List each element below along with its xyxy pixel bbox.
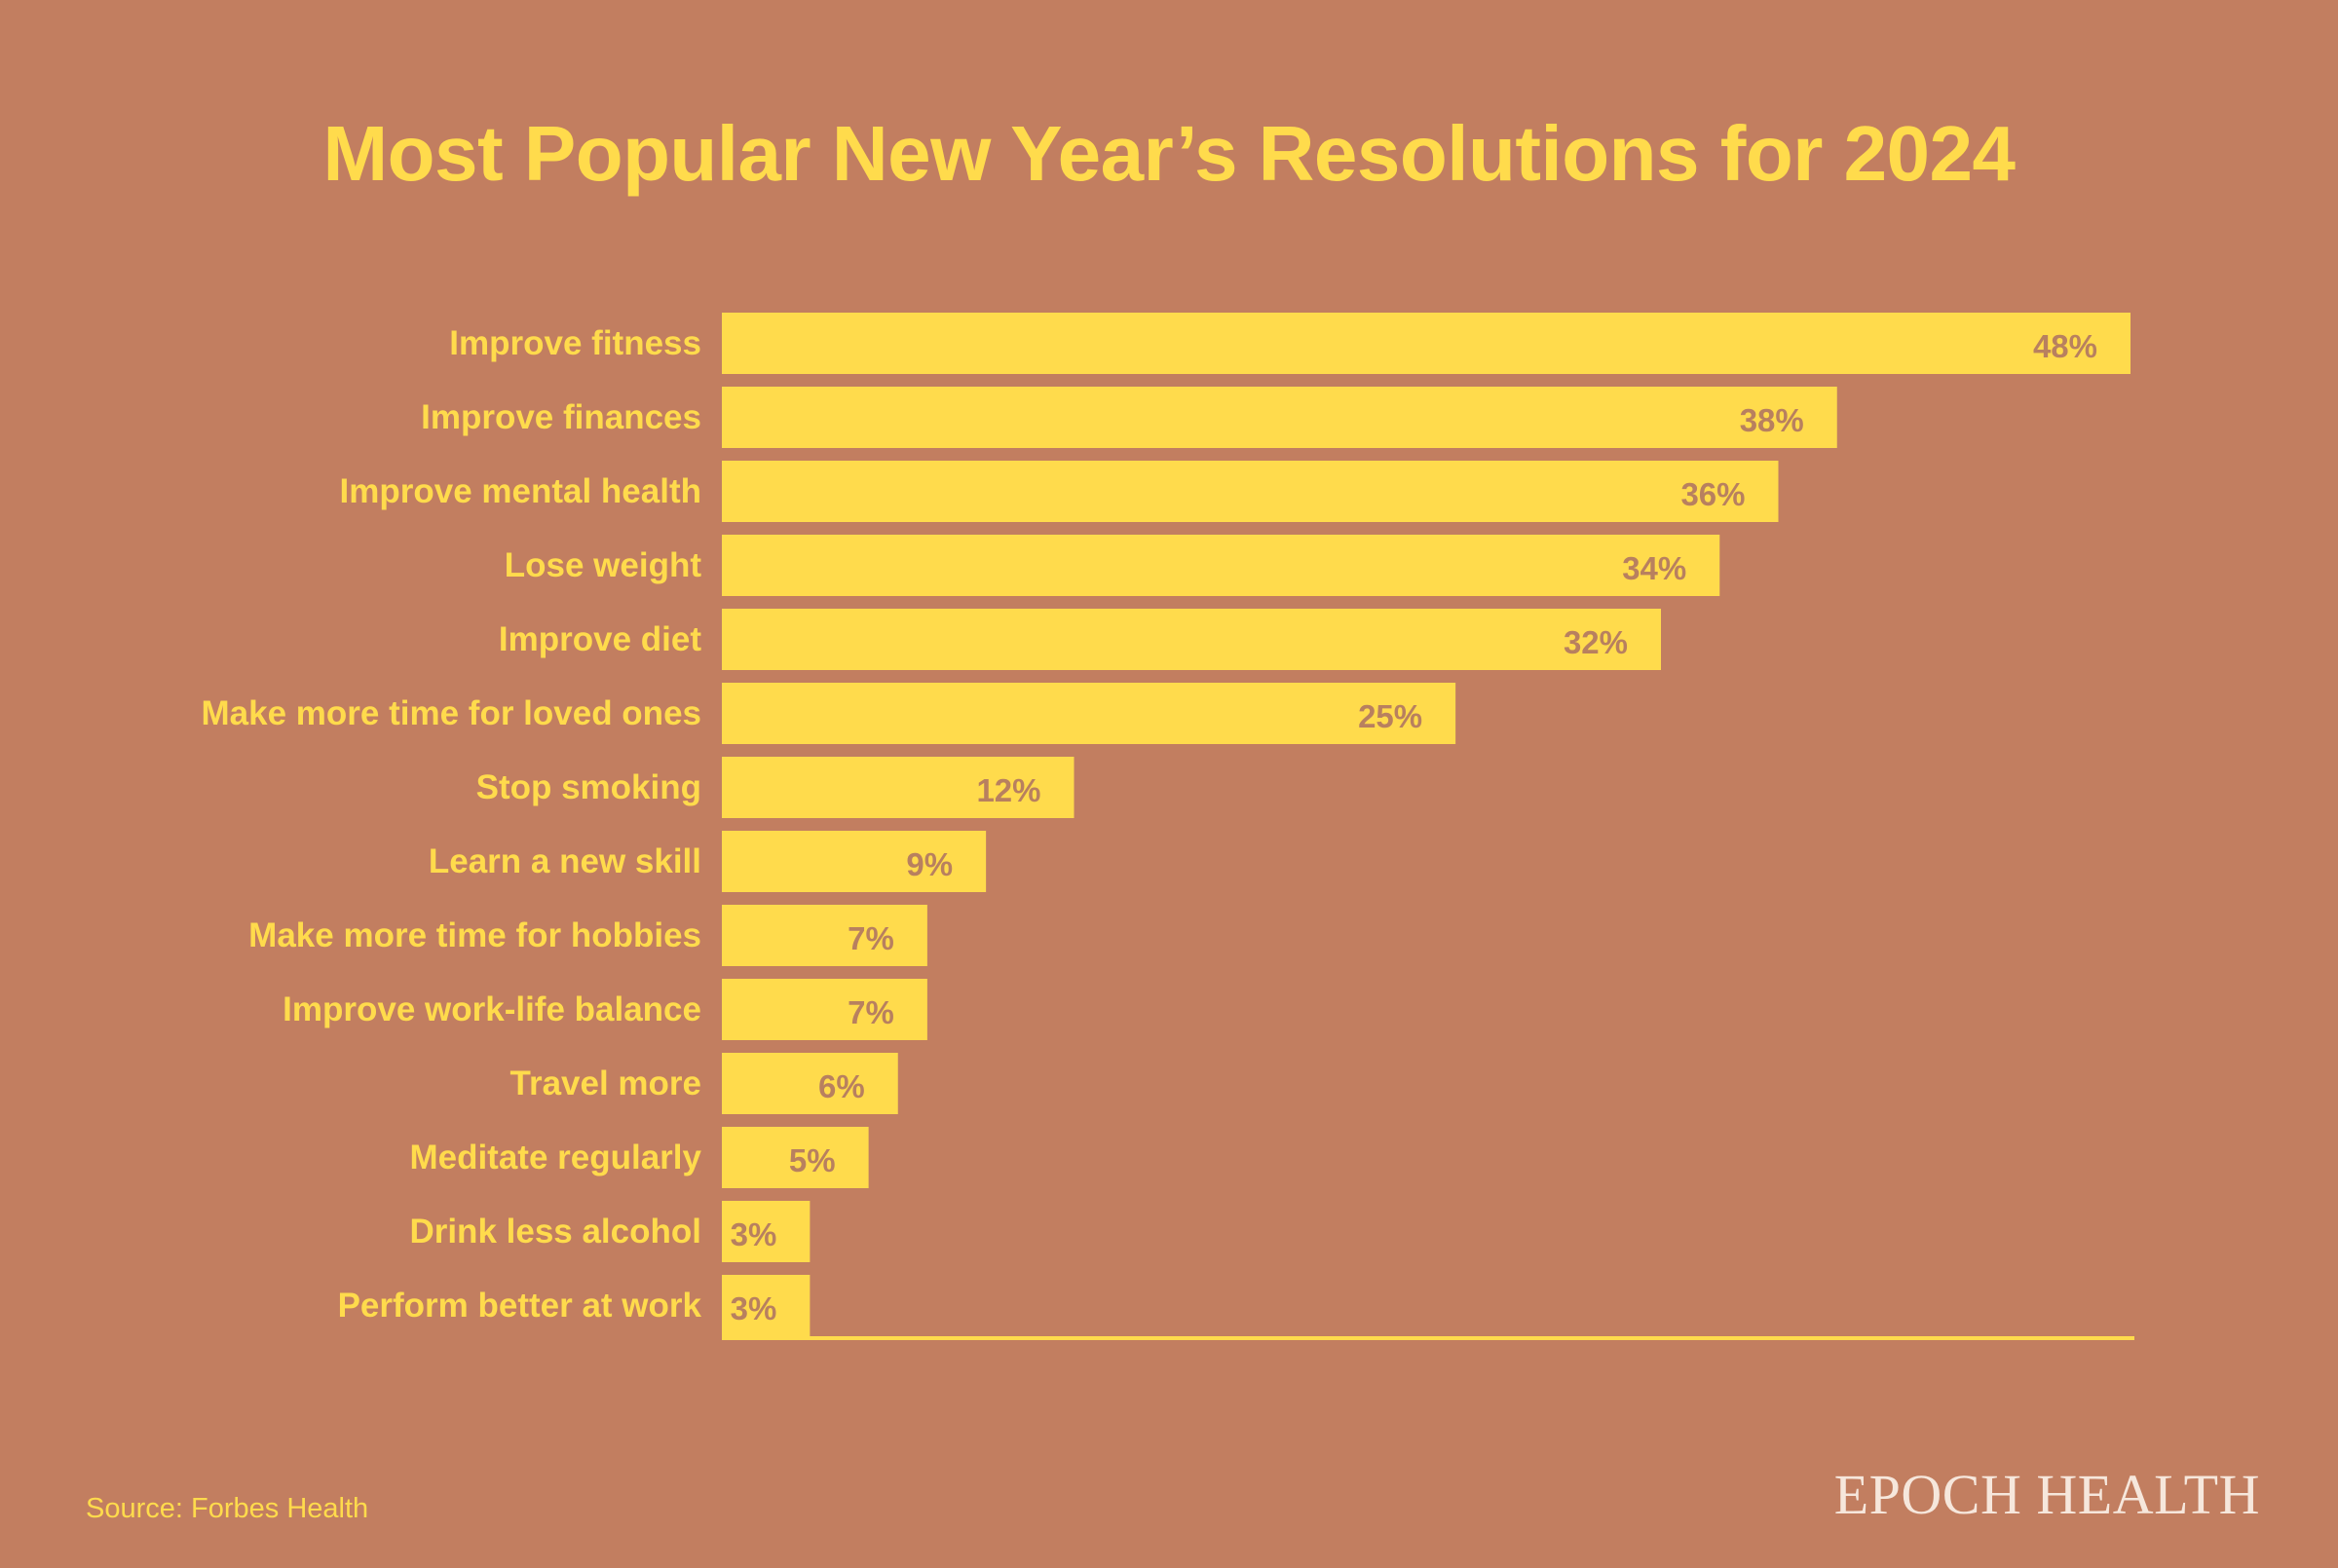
value-label: 48% <box>2033 328 2097 364</box>
bar <box>722 979 927 1040</box>
category-label: Meditate regularly <box>409 1139 701 1176</box>
value-label: 9% <box>906 846 953 882</box>
value-label: 3% <box>731 1216 777 1252</box>
category-label: Travel more <box>510 1064 702 1102</box>
category-label: Stop smoking <box>476 768 701 806</box>
value-labels-group: 48% 38% 36% 34% 32% 25% 12% 9% 7% 7% 6% 5% 3% 3% <box>731 328 2097 1326</box>
bar <box>722 313 2131 374</box>
category-label: Improve work-life balance <box>283 990 701 1028</box>
category-label: Improve fitness <box>449 324 701 362</box>
category-label: Improve mental health <box>340 472 701 510</box>
bar <box>722 683 1456 744</box>
value-label: 36% <box>1680 476 1745 512</box>
bar <box>722 387 1837 448</box>
bar <box>722 757 1075 818</box>
bar <box>722 1275 811 1336</box>
chart-title: Most Popular New Year’s Resolutions for … <box>322 110 2016 197</box>
value-label: 6% <box>818 1068 865 1104</box>
bar <box>722 609 1661 670</box>
category-label: Learn a new skill <box>429 842 701 880</box>
bar <box>722 905 927 966</box>
category-label: Lose weight <box>505 546 702 584</box>
bar <box>722 1201 811 1262</box>
category-label: Drink less alcohol <box>409 1213 701 1251</box>
category-label: Improve diet <box>499 620 701 658</box>
value-label: 25% <box>1358 698 1422 734</box>
category-label: Make more time for loved ones <box>202 694 701 732</box>
bar <box>722 831 987 892</box>
value-label: 12% <box>976 772 1040 808</box>
value-label: 7% <box>848 994 894 1030</box>
category-label: Make more time for hobbies <box>248 916 701 954</box>
category-label: Improve finances <box>421 398 701 436</box>
value-label: 3% <box>731 1290 777 1326</box>
category-label: Perform better at work <box>338 1287 702 1325</box>
category-labels-group: Improve fitness Improve finances Improve m… <box>202 324 702 1325</box>
bar <box>722 1053 898 1114</box>
value-label: 5% <box>789 1142 836 1178</box>
bar <box>722 535 1720 596</box>
bar <box>722 1127 869 1188</box>
value-label: 32% <box>1564 624 1628 660</box>
bars-group <box>722 313 2131 1336</box>
bar <box>722 461 1779 522</box>
source-note: Source: Forbes Health <box>86 1493 369 1524</box>
brand-logo: EPOCH HEALTH <box>1833 1463 2260 1526</box>
value-label: 34% <box>1622 550 1686 586</box>
value-label: 38% <box>1740 402 1804 438</box>
value-label: 7% <box>848 920 894 956</box>
